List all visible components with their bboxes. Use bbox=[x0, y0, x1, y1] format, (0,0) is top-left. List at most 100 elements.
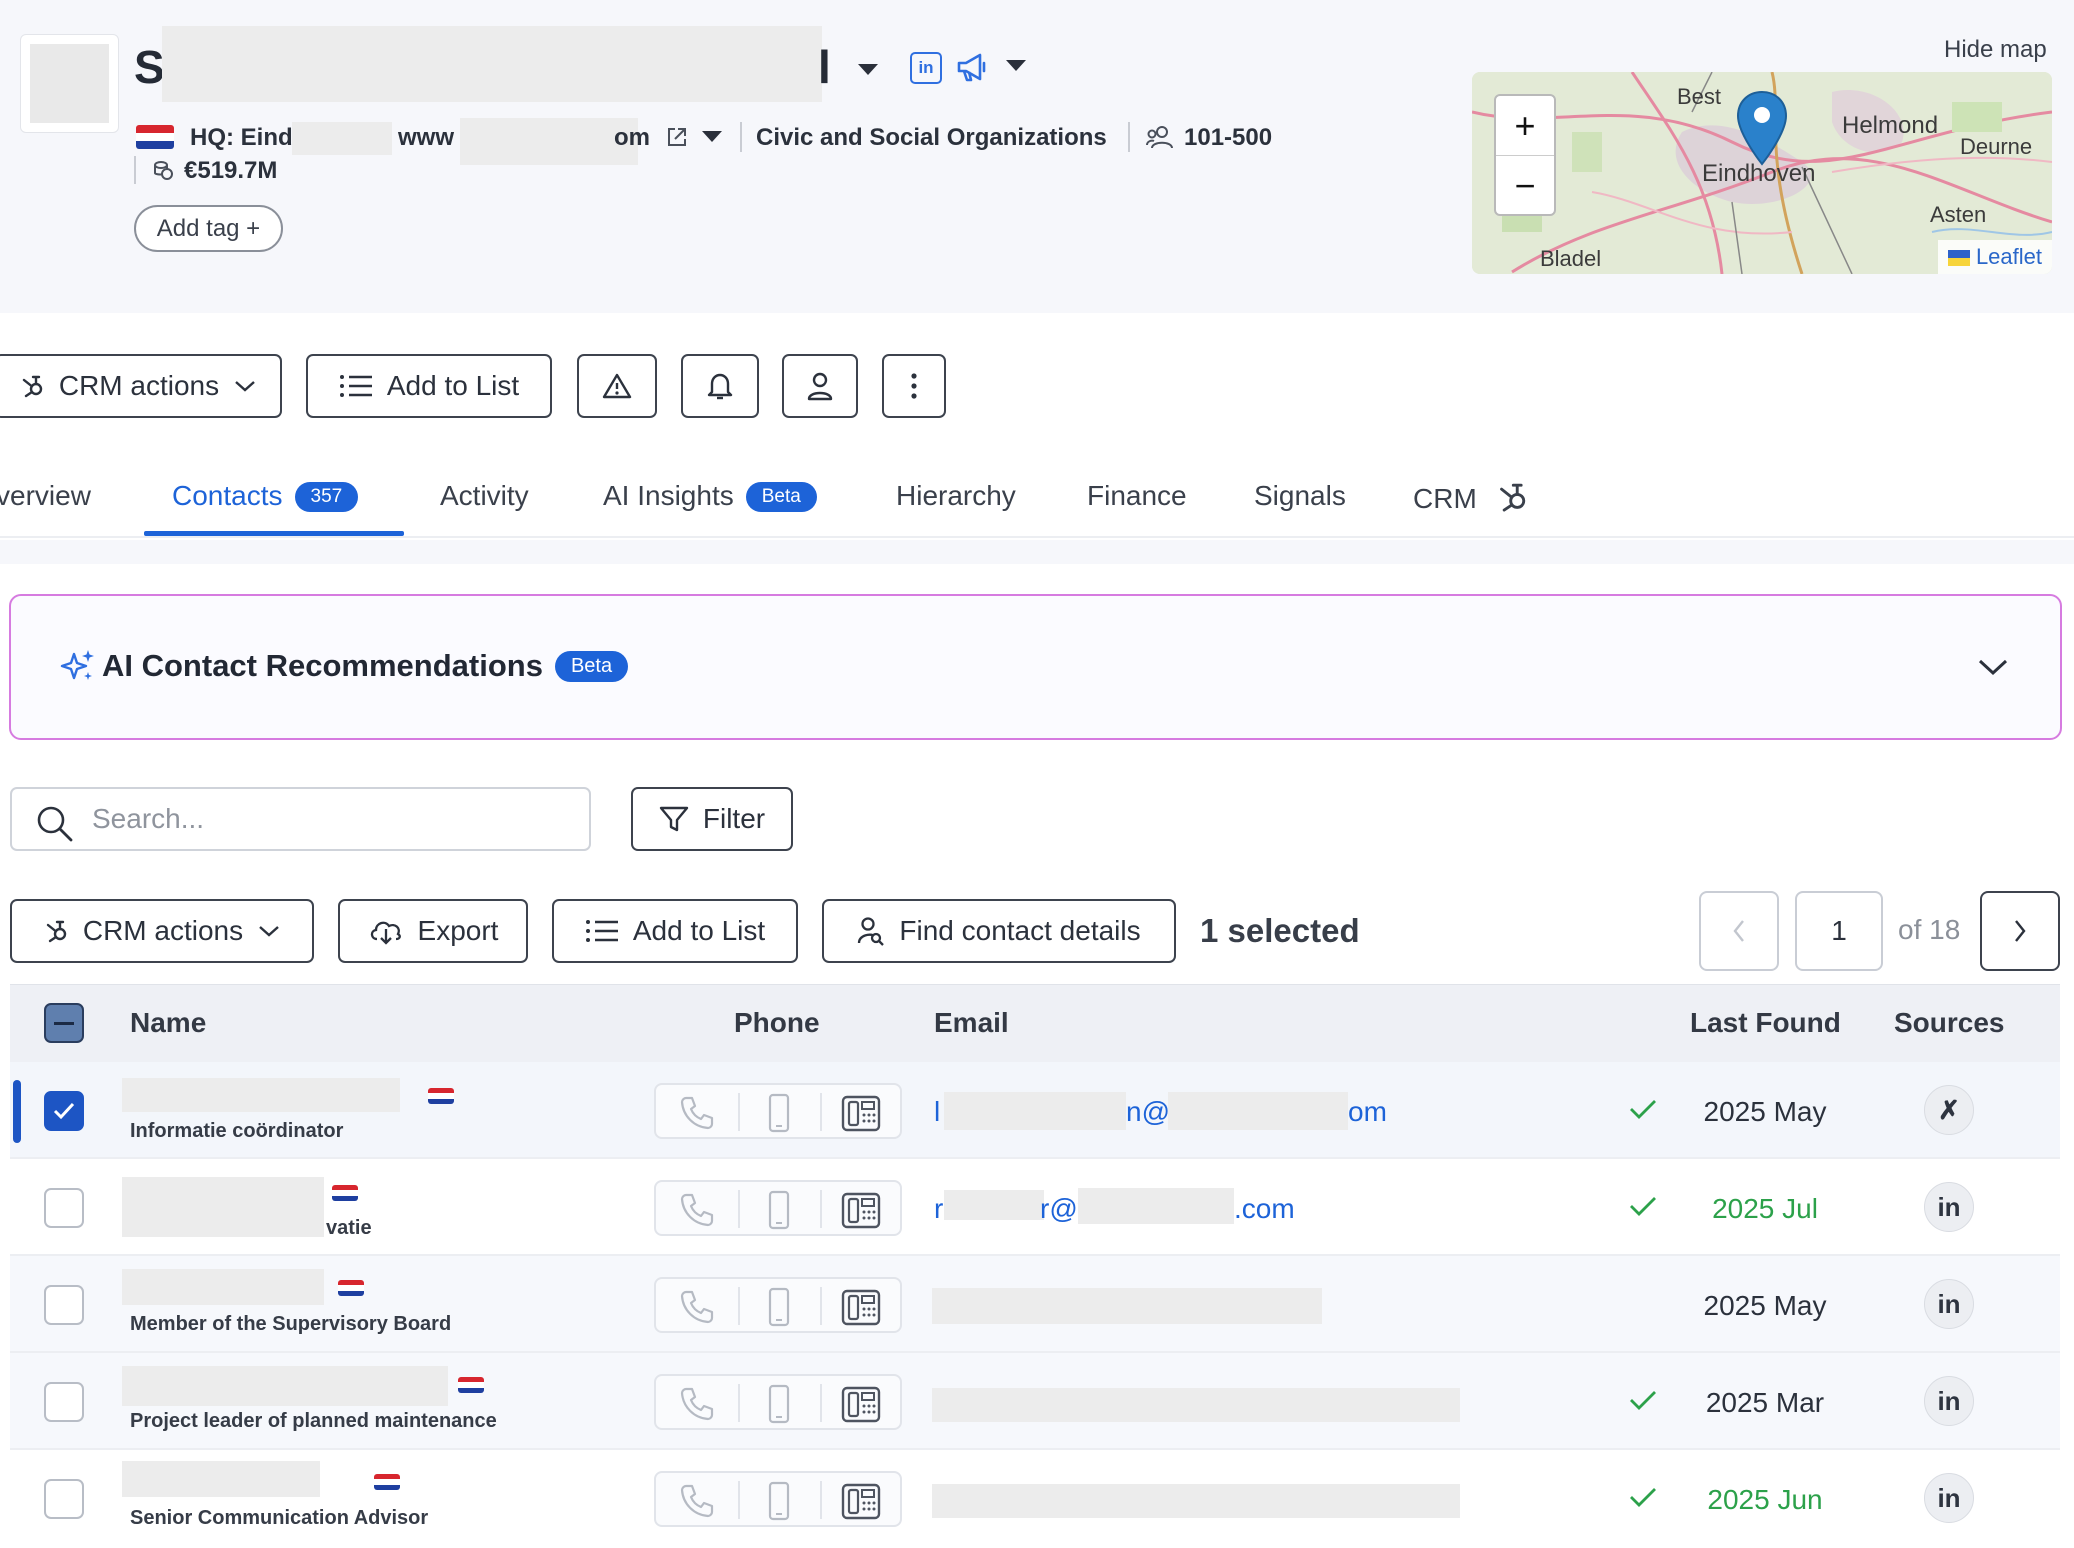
phone-icon[interactable] bbox=[678, 1288, 716, 1326]
select-all-checkbox[interactable] bbox=[44, 1003, 84, 1043]
mobile-phone-icon[interactable] bbox=[766, 1287, 792, 1327]
revenue: €519.7M bbox=[184, 157, 278, 184]
row-checkbox[interactable] bbox=[44, 1188, 84, 1228]
linkedin-icon[interactable]: in bbox=[910, 52, 942, 84]
company-name-redacted bbox=[162, 26, 822, 102]
contact-email-middle[interactable]: n@ bbox=[1126, 1096, 1170, 1127]
search-icon bbox=[37, 806, 73, 842]
page-number-input[interactable]: 1 bbox=[1795, 891, 1883, 971]
assign-owner-button[interactable] bbox=[782, 354, 858, 418]
map-marker-icon[interactable] bbox=[1736, 90, 1788, 166]
netherlands-flag-icon bbox=[428, 1088, 454, 1104]
tab-activity[interactable]: Activity bbox=[440, 480, 529, 511]
social-dropdown-caret[interactable] bbox=[1006, 60, 1026, 71]
tab-hierarchy[interactable]: Hierarchy bbox=[896, 480, 1016, 511]
bell-icon bbox=[707, 373, 733, 400]
previous-page-button[interactable] bbox=[1699, 891, 1779, 971]
more-vertical-icon bbox=[911, 373, 917, 399]
external-link-icon[interactable] bbox=[666, 126, 688, 148]
crm-actions-button[interactable]: CRM actions bbox=[0, 354, 282, 418]
office-phone-icon[interactable] bbox=[840, 1480, 882, 1522]
notifications-button[interactable] bbox=[681, 354, 759, 418]
add-to-list-button[interactable]: Add to List bbox=[306, 354, 552, 418]
map-zoom-out-button[interactable]: − bbox=[1496, 155, 1554, 214]
company-dropdown-caret[interactable] bbox=[858, 64, 878, 75]
website-suffix[interactable]: om bbox=[614, 124, 650, 151]
map-zoom-control: + − bbox=[1494, 94, 1556, 216]
contact-email-start[interactable]: r bbox=[934, 1193, 944, 1224]
tab-signals[interactable]: Signals bbox=[1254, 480, 1346, 511]
row-checkbox[interactable] bbox=[44, 1479, 84, 1519]
phone-icon[interactable] bbox=[678, 1094, 716, 1132]
website-prefix[interactable]: www bbox=[398, 124, 455, 151]
contact-email-end[interactable]: om bbox=[1348, 1096, 1387, 1127]
add-tag-button[interactable]: Add tag + bbox=[134, 205, 283, 252]
phone-icon[interactable] bbox=[678, 1385, 716, 1423]
mobile-phone-icon[interactable] bbox=[766, 1384, 792, 1424]
phone-actions bbox=[654, 1277, 902, 1333]
column-email[interactable]: Email bbox=[934, 1007, 1009, 1038]
website-dropdown-caret[interactable] bbox=[702, 131, 722, 142]
mobile-phone-icon[interactable] bbox=[766, 1190, 792, 1230]
megaphone-icon[interactable] bbox=[956, 50, 990, 84]
linkedin-icon[interactable]: in bbox=[1924, 1473, 1974, 1523]
phone-icon[interactable] bbox=[678, 1191, 716, 1229]
contact-title: Senior Communication Advisor bbox=[130, 1507, 429, 1529]
tab-crm[interactable]: CRM bbox=[1413, 480, 1529, 515]
map-label-eindhoven: Eindhoven bbox=[1702, 160, 1816, 187]
contact-email-start[interactable]: l bbox=[934, 1096, 941, 1127]
column-sources[interactable]: Sources bbox=[1894, 1007, 2005, 1038]
next-page-button[interactable] bbox=[1980, 891, 2060, 971]
list-icon bbox=[585, 920, 618, 942]
more-options-button[interactable] bbox=[882, 354, 946, 418]
linkedin-icon[interactable]: in bbox=[1924, 1376, 1974, 1426]
report-issue-button[interactable] bbox=[577, 354, 657, 418]
mobile-phone-icon[interactable] bbox=[766, 1093, 792, 1133]
chevron-down-icon[interactable] bbox=[1976, 656, 2010, 678]
linkedin-icon[interactable]: in bbox=[1924, 1279, 1974, 1329]
ai-recommendations-panel[interactable] bbox=[9, 594, 2062, 740]
search-input[interactable] bbox=[92, 801, 572, 837]
row-checkbox[interactable] bbox=[44, 1382, 84, 1422]
phone-icon[interactable] bbox=[678, 1482, 716, 1520]
tab-overview[interactable]: verview bbox=[0, 480, 91, 511]
find-contact-details-button[interactable]: Find contact details bbox=[822, 899, 1176, 963]
column-phone[interactable]: Phone bbox=[734, 1007, 820, 1038]
row-checkbox[interactable] bbox=[44, 1285, 84, 1325]
tab-finance[interactable]: Finance bbox=[1087, 480, 1187, 511]
office-phone-icon[interactable] bbox=[840, 1189, 882, 1231]
table-crm-actions-button[interactable]: CRM actions bbox=[10, 899, 314, 963]
column-last-found[interactable]: Last Found bbox=[1690, 1007, 1841, 1038]
mobile-phone-icon[interactable] bbox=[766, 1481, 792, 1521]
chevron-right-icon bbox=[2015, 920, 2026, 942]
table-header bbox=[10, 984, 2060, 1062]
export-label: Export bbox=[417, 915, 499, 946]
export-button[interactable]: Export bbox=[338, 899, 528, 963]
office-phone-icon[interactable] bbox=[840, 1286, 882, 1328]
leaflet-link[interactable]: Leaflet bbox=[1975, 244, 2042, 269]
table-add-to-list-button[interactable]: Add to List bbox=[552, 899, 798, 963]
active-tab-indicator bbox=[144, 531, 404, 536]
checkmark-icon bbox=[53, 1102, 75, 1120]
netherlands-flag-icon bbox=[136, 125, 174, 149]
contact-title: vatie bbox=[326, 1217, 372, 1239]
hide-map-link[interactable]: Hide map bbox=[1944, 36, 2047, 63]
map-attribution[interactable]: Leaflet bbox=[1937, 240, 2052, 274]
contact-email-end[interactable]: .com bbox=[1234, 1193, 1295, 1224]
filter-button[interactable]: Filter bbox=[631, 787, 793, 851]
column-name[interactable]: Name bbox=[130, 1007, 207, 1038]
linkedin-icon[interactable]: in bbox=[1924, 1182, 1974, 1232]
map-label-bladel: Bladel bbox=[1540, 246, 1602, 271]
contact-title: Project leader of planned maintenance bbox=[130, 1410, 497, 1432]
office-phone-icon[interactable] bbox=[840, 1092, 882, 1134]
contact-name-redacted bbox=[122, 1177, 324, 1237]
tab-contacts[interactable]: Contacts 357 bbox=[172, 480, 359, 512]
map-zoom-in-button[interactable]: + bbox=[1514, 105, 1536, 146]
office-phone-icon[interactable] bbox=[840, 1383, 882, 1425]
location-map[interactable]: Best Helmond Deurne Eindhoven Asten Blad… bbox=[1472, 72, 2052, 274]
netherlands-flag-icon bbox=[458, 1377, 484, 1393]
contact-name-redacted bbox=[122, 1366, 448, 1406]
xing-icon[interactable]: ✗ bbox=[1924, 1085, 1974, 1135]
row-checkbox[interactable] bbox=[44, 1091, 84, 1131]
tab-ai-insights[interactable]: AI Insights Beta bbox=[603, 480, 817, 512]
